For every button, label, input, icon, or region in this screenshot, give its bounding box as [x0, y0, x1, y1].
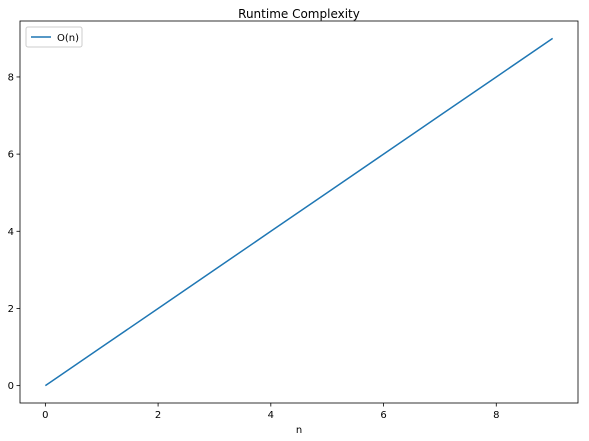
x-axis-label: n — [296, 425, 302, 436]
series-line-0 — [44, 37, 554, 387]
x-tick-label: 8 — [493, 410, 499, 421]
y-tick-label: 4 — [8, 227, 14, 238]
legend-label: O(n) — [57, 33, 79, 44]
y-axis-ticks: 0 2 4 6 8 — [8, 72, 20, 392]
series-layer — [44, 37, 554, 387]
y-tick-label: 0 — [8, 381, 14, 392]
legend-box — [25, 26, 83, 48]
x-tick-label: 2 — [155, 410, 161, 421]
plot-frame — [19, 20, 579, 404]
legend: O(n) — [25, 26, 83, 48]
x-axis-ticks: 0 2 4 6 8 — [42, 403, 499, 421]
y-tick-label: 6 — [8, 150, 14, 161]
x-tick-label: 6 — [380, 410, 386, 421]
x-tick-label: 0 — [42, 410, 48, 421]
chart-title: Runtime Complexity — [238, 7, 360, 21]
x-tick-label: 4 — [268, 410, 274, 421]
y-tick-label: 8 — [8, 72, 14, 83]
y-tick-label: 2 — [8, 304, 14, 315]
